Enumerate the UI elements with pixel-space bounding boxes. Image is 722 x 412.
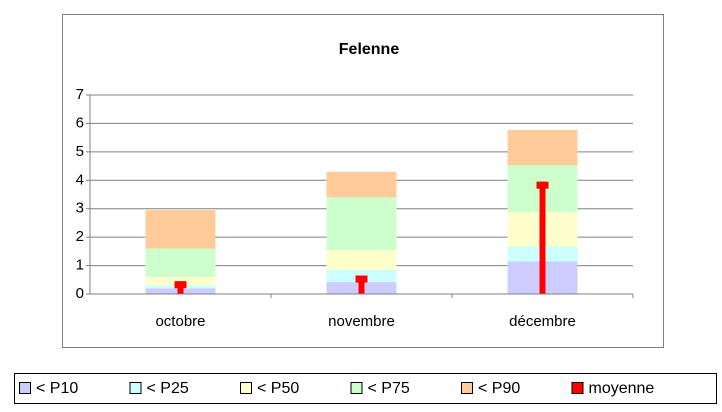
x-tick-label: octobre: [155, 313, 205, 330]
legend-label: < P50: [257, 380, 299, 397]
bar-segment: [326, 197, 397, 250]
y-tick-label: 6: [76, 114, 84, 131]
y-tick-label: 1: [76, 257, 84, 274]
y-tick-label: 3: [76, 200, 84, 217]
bar-segment: [145, 210, 216, 249]
legend-label: < P25: [147, 380, 189, 397]
legend-label: < P90: [478, 380, 520, 397]
y-tick-label: 7: [76, 86, 84, 103]
chart-title: Felenne: [339, 41, 400, 58]
legend-swatch: [129, 382, 142, 394]
legend-label: moyenne: [589, 380, 655, 397]
legend-swatch: [240, 382, 252, 394]
y-tick-label: 4: [76, 171, 84, 188]
legend-swatch: [19, 382, 31, 394]
mean-cap: [174, 281, 187, 289]
legend-swatch: [350, 382, 363, 394]
mean-cap: [355, 275, 368, 283]
y-tick-label: 0: [76, 285, 84, 302]
bar-segment: [145, 248, 216, 277]
legend-label: < P10: [36, 380, 78, 397]
legend-swatch: [571, 382, 584, 394]
y-tick-label: 5: [76, 143, 84, 160]
y-tick-label: 2: [76, 228, 84, 245]
legend-swatch: [461, 382, 473, 394]
bar-segment: [507, 129, 578, 166]
x-tick-label: novembre: [328, 313, 395, 330]
bar-segment: [326, 171, 397, 198]
mean-bar: [358, 275, 365, 294]
x-tick-label: décembre: [509, 313, 576, 330]
bar-segment: [326, 249, 397, 270]
legend-label: < P75: [368, 380, 410, 397]
mean-cap: [536, 181, 549, 189]
mean-bar: [539, 181, 546, 294]
